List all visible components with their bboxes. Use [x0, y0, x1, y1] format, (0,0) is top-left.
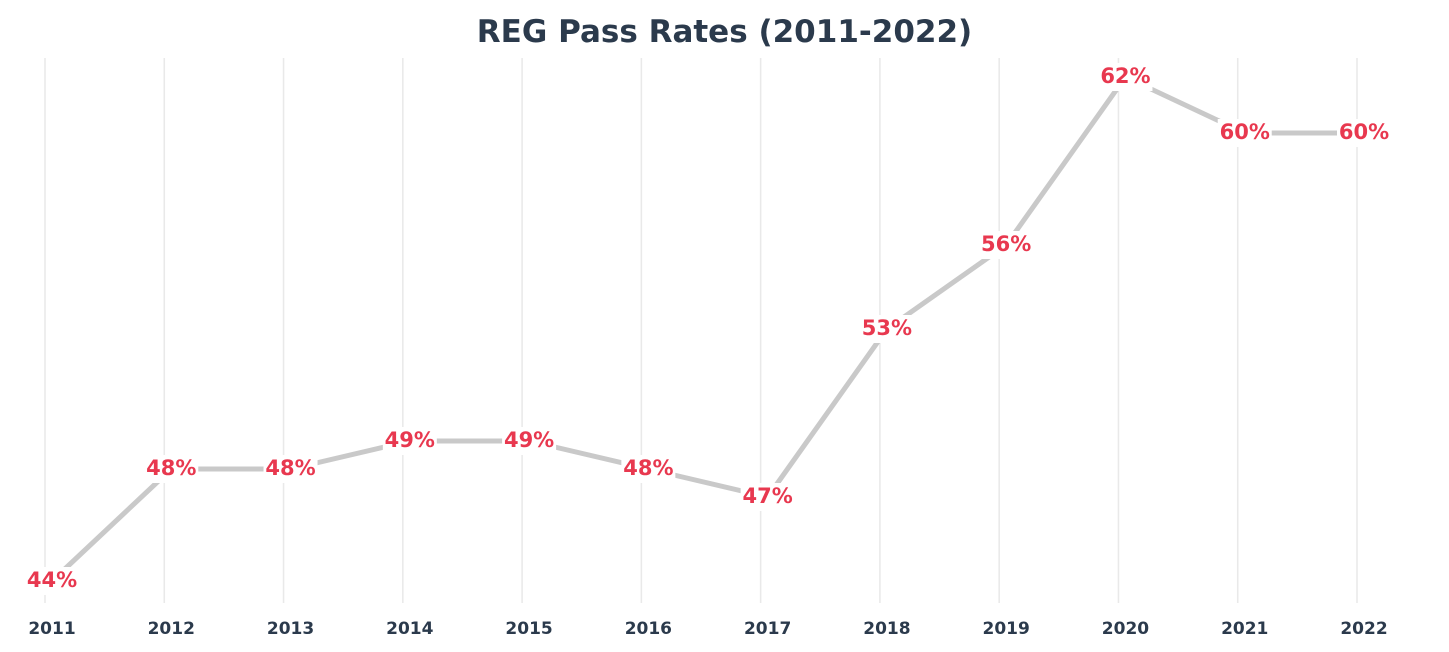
data-label-2016: 48% [623, 456, 673, 480]
x-tick-label-2021: 2021 [1221, 619, 1268, 639]
data-label-2017: 47% [743, 484, 793, 508]
data-label-2018: 53% [862, 316, 912, 340]
data-labels: 44% 48% 48% 49% 49% 48% 47% 53% 56% 62% 60% 60% [25, 63, 1391, 595]
data-label-bg-2012 [144, 455, 199, 483]
data-label-bg-2021 [1217, 119, 1272, 147]
data-label-2022: 60% [1339, 120, 1389, 144]
x-tick-label-2022: 2022 [1340, 619, 1387, 639]
x-tick-label-2018: 2018 [863, 619, 910, 639]
data-label-2020: 62% [1100, 64, 1150, 88]
x-tick-label-2015: 2015 [505, 619, 552, 639]
grid-lines [44, 58, 1358, 603]
x-tick-label-2019: 2019 [983, 619, 1030, 639]
data-label-2014: 49% [385, 428, 435, 452]
data-label-bg-2022 [1337, 119, 1391, 147]
data-label-bg-2011 [25, 567, 79, 595]
data-label-2012: 48% [146, 456, 196, 480]
data-label-bg-2017 [740, 483, 795, 511]
data-label-bg-2015 [502, 427, 557, 455]
series-line [49, 74, 1367, 584]
x-tick-label-2014: 2014 [386, 619, 433, 639]
x-tick-label-2017: 2017 [744, 619, 791, 639]
data-label-2021: 60% [1220, 120, 1270, 144]
data-label-bg-2020 [1098, 63, 1153, 91]
data-label-bg-2018 [859, 315, 914, 343]
data-label-bg-2014 [382, 427, 437, 455]
x-axis-ticks: 2011 2012 2013 2014 2015 2016 2017 2018 2019 2020… [28, 619, 1387, 639]
x-tick-label-2011: 2011 [28, 619, 75, 639]
x-tick-label-2012: 2012 [148, 619, 195, 639]
data-label-2015: 49% [504, 428, 554, 452]
data-label-2019: 56% [981, 232, 1031, 256]
x-tick-label-2020: 2020 [1102, 619, 1149, 639]
data-label-2013: 48% [265, 456, 315, 480]
chart-title: REG Pass Rates (2011-2022) [476, 14, 973, 50]
x-tick-label-2016: 2016 [625, 619, 672, 639]
x-tick-label-2013: 2013 [267, 619, 314, 639]
data-label-2011: 44% [27, 568, 77, 592]
data-label-bg-2013 [263, 455, 318, 483]
data-label-bg-2016 [621, 455, 676, 483]
data-label-bg-2019 [979, 231, 1034, 259]
